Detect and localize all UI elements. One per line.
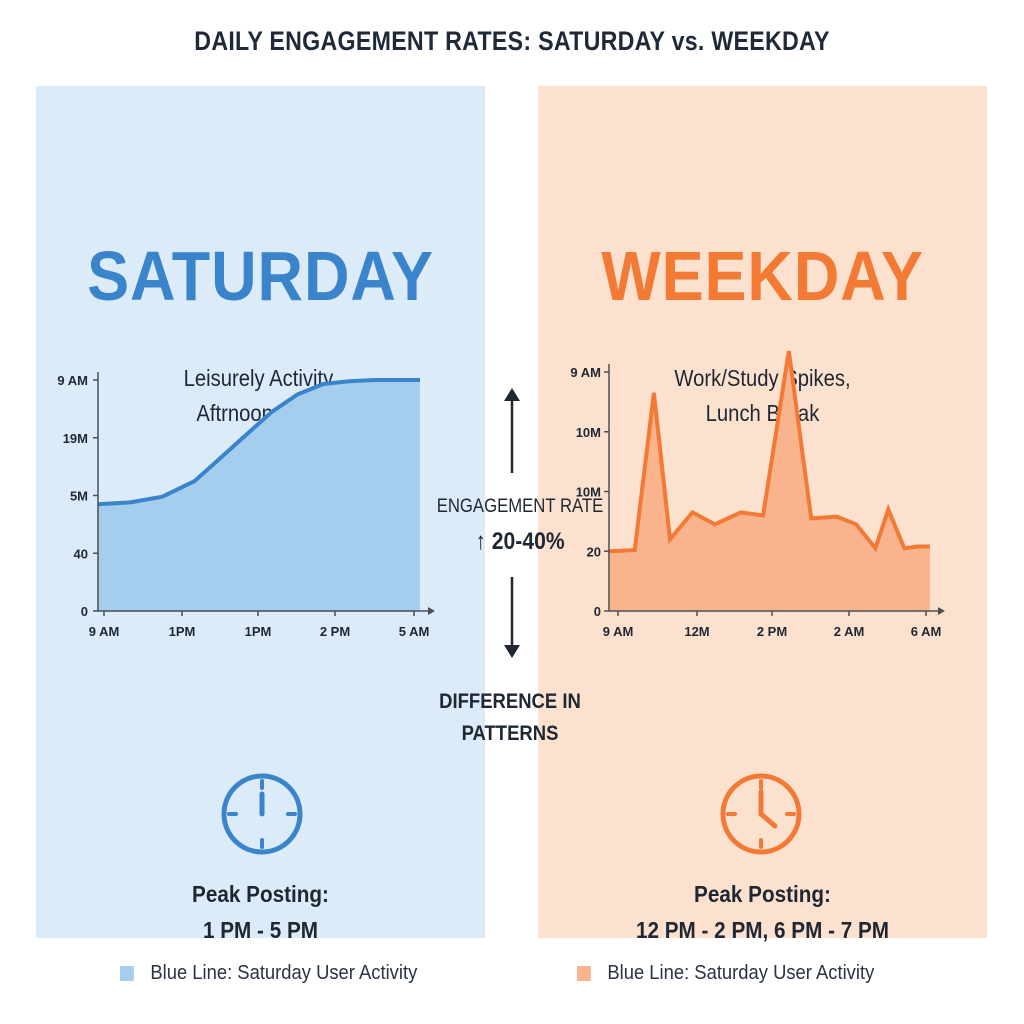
saturday-y-tick-label: 40 [74, 546, 88, 561]
legend-item-weekday: Blue Line: Saturday User Activity [577, 962, 874, 985]
weekday-subtitle-line1: Work/Study Spikes, [674, 365, 851, 391]
saturday-peak: Peak Posting: 1 PM - 5 PM [58, 876, 462, 948]
weekday-x-tick-label: 6 AM [911, 624, 942, 639]
legend-item-saturday: Blue Line: Saturday User Activity [120, 962, 417, 985]
weekday-y-tick-label: 9 AM [570, 365, 601, 380]
down-arrow-icon [504, 645, 520, 658]
saturday-clock [220, 772, 304, 861]
saturday-x-tick-label: 1PM [245, 624, 272, 639]
weekday-subtitle-line2: Lunch Break [705, 400, 820, 426]
weekday-series-line [608, 350, 930, 554]
weekday-y-tick-label: 20 [587, 544, 601, 559]
weekday-y-tick-label: 10M [576, 425, 601, 440]
weekday-heading: WEEKDAY [601, 237, 924, 315]
saturday-peak-value: 1 PM - 5 PM [202, 917, 319, 943]
saturday-y-tick-label: 0 [81, 604, 88, 619]
saturday-y-tick-label: 19M [63, 431, 88, 446]
saturday-x-tick-label: 9 AM [89, 624, 120, 639]
weekday-x-tick-label: 2 AM [834, 624, 865, 639]
saturday-x-axis-arrow-icon [428, 607, 435, 615]
clock-icon [720, 773, 802, 855]
saturday-area-fill [98, 380, 420, 611]
weekday-subtitle: Work/Study Spikes, Lunch Break [565, 361, 960, 431]
legend-label-saturday: Blue Line: Saturday User Activity [150, 962, 418, 984]
weekday-x-tick-label: 9 AM [603, 624, 634, 639]
weekday-peak-value: 12 PM - 2 PM, 6 PM - 7 PM [635, 917, 890, 943]
engagement-rate-value: ↑ 20-40% [475, 528, 565, 555]
legend-swatch-saturday [120, 966, 134, 981]
legend-label-weekday: Blue Line: Saturday User Activity [607, 962, 875, 984]
saturday-x-tick-label: 5 AM [399, 624, 430, 639]
legend-swatch-weekday [577, 966, 591, 981]
weekday-clock [719, 772, 803, 861]
engagement-rate-label: ENGAGEMENT RATE [436, 496, 604, 517]
weekday-x-axis-arrow-icon [938, 607, 945, 615]
center-arrows [504, 388, 520, 658]
weekday-y-tick-label: 0 [594, 604, 601, 619]
saturday-y-tick-label: 9 AM [57, 373, 88, 388]
difference-line1: DIFFERENCE IN [439, 690, 581, 713]
clock-icon [221, 773, 303, 855]
weekday-y-tick-label: 10M [576, 485, 601, 500]
saturday-x-tick-label: 2 PM [320, 624, 350, 639]
weekday-peak-label: Peak Posting: [694, 881, 831, 907]
weekday-x-tick-label: 2 PM [757, 624, 787, 639]
difference-label: DIFFERENCE IN PATTERNS [409, 686, 611, 750]
weekday-x-tick-label: 12M [684, 624, 709, 639]
saturday-series-line [97, 378, 420, 507]
up-arrow-icon [504, 388, 520, 401]
saturday-y-tick-label: 5M [70, 489, 88, 504]
page-title: DAILY ENGAGEMENT RATES: SATURDAY vs. WEE… [194, 26, 830, 56]
weekday-peak: Peak Posting: 12 PM - 2 PM, 6 PM - 7 PM [560, 876, 964, 948]
saturday-heading: SATURDAY [87, 237, 434, 315]
difference-line2: PATTERNS [461, 722, 559, 745]
saturday-x-tick-label: 1PM [169, 624, 196, 639]
saturday-peak-label: Peak Posting: [192, 881, 329, 907]
